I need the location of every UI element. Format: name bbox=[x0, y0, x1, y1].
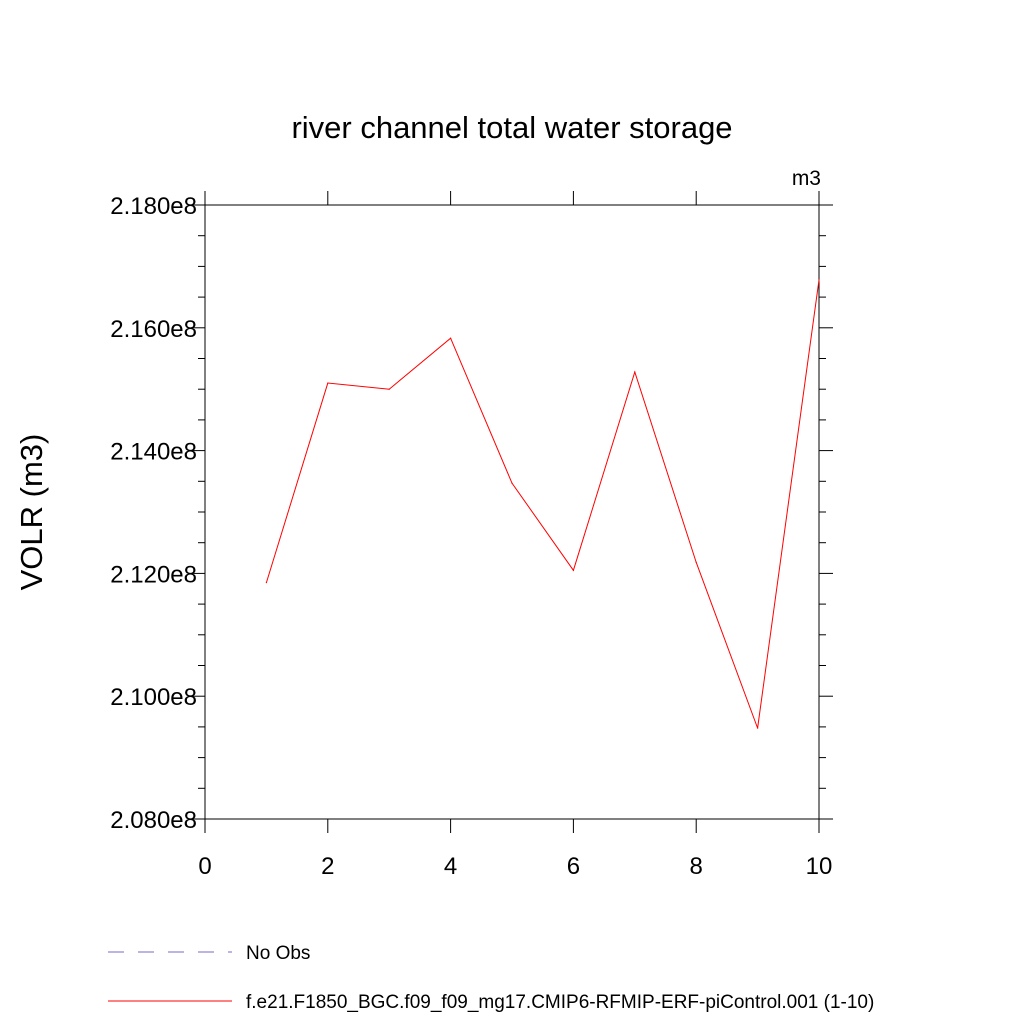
y-tick-label: 2.140e8 bbox=[110, 439, 197, 466]
units-label: m3 bbox=[792, 167, 821, 190]
x-tick-label: 10 bbox=[806, 853, 833, 880]
plot-frame bbox=[204, 204, 820, 820]
ticks-layer: 0 2 4 6 8 10 2.080e8 2.100e8 2.120e8 2.140e8 2.160… bbox=[110, 191, 833, 880]
legend: No Obs f.e21.F1850_BGC.f09_f09_mg17.CMIP… bbox=[108, 943, 874, 1013]
y-tick-label: 2.100e8 bbox=[110, 684, 197, 711]
x-tick-label: 6 bbox=[567, 853, 580, 880]
x-tick-label: 2 bbox=[321, 853, 334, 880]
data-point bbox=[511, 482, 513, 484]
data-point bbox=[818, 279, 820, 281]
data-point bbox=[572, 569, 575, 571]
y-tick-label: 2.160e8 bbox=[110, 316, 197, 343]
legend-label-model: f.e21.F1850_BGC.f09_f09_mg17.CMIP6-RFMIP… bbox=[246, 992, 874, 1013]
data-point bbox=[757, 727, 759, 729]
data-point bbox=[388, 388, 390, 390]
y-axis-title: VOLR (m3) bbox=[14, 434, 49, 591]
x-tick-label: 0 bbox=[198, 853, 211, 880]
series-layer bbox=[265, 279, 820, 729]
x-tick-label: 4 bbox=[444, 853, 457, 880]
y-tick-label: 2.180e8 bbox=[110, 193, 197, 220]
data-point bbox=[265, 582, 267, 584]
y-tick-label: 2.080e8 bbox=[110, 807, 197, 834]
series-line-0 bbox=[265, 279, 820, 729]
x-tick-label: 8 bbox=[690, 853, 703, 880]
data-point bbox=[634, 371, 636, 373]
data-point bbox=[695, 561, 697, 563]
data-point bbox=[450, 337, 452, 339]
legend-label-no-obs: No Obs bbox=[246, 943, 310, 964]
chart-title: river channel total water storage bbox=[291, 110, 732, 145]
y-tick-label: 2.120e8 bbox=[110, 561, 197, 588]
data-point bbox=[327, 382, 329, 384]
